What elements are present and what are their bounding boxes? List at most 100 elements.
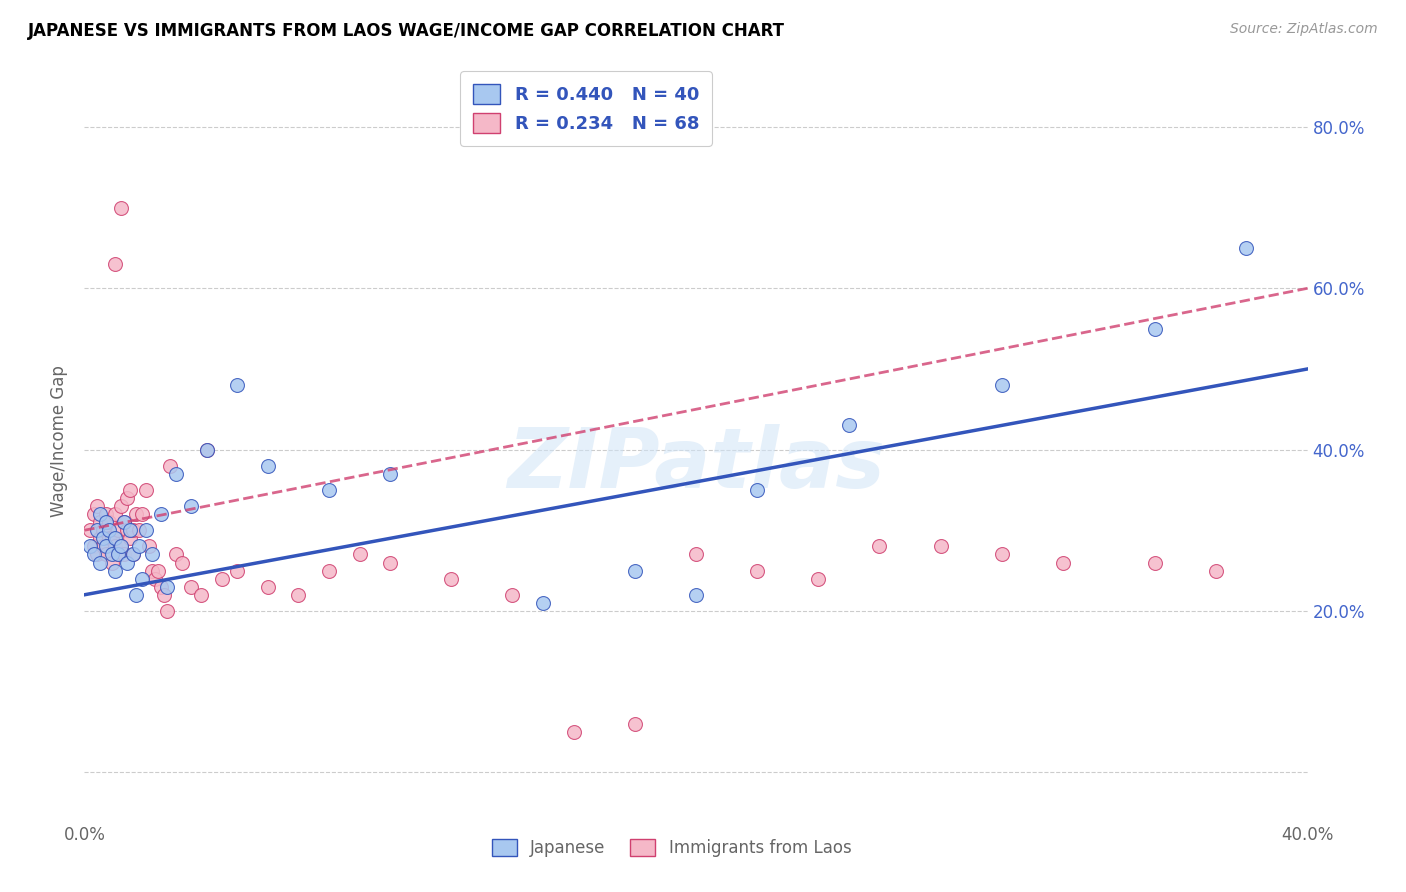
Point xyxy=(1205,564,1227,578)
Point xyxy=(195,442,218,457)
Text: Source: ZipAtlas.com: Source: ZipAtlas.com xyxy=(1230,22,1378,37)
Point xyxy=(125,507,148,521)
Point xyxy=(94,515,117,529)
Text: ZIPatlas: ZIPatlas xyxy=(508,424,884,505)
Point xyxy=(135,523,157,537)
Point xyxy=(143,572,166,586)
Point xyxy=(112,548,135,562)
Point xyxy=(156,580,179,594)
Point xyxy=(165,467,187,481)
Point xyxy=(104,257,127,271)
Point xyxy=(122,548,145,562)
Point xyxy=(110,201,132,215)
Point xyxy=(180,499,202,513)
Point xyxy=(380,467,402,481)
Point xyxy=(869,540,891,554)
Point xyxy=(190,588,212,602)
Point xyxy=(149,580,172,594)
Y-axis label: Wage/Income Gap: Wage/Income Gap xyxy=(51,366,69,517)
Point xyxy=(97,532,120,546)
Point xyxy=(112,515,135,529)
Point xyxy=(107,548,129,562)
Point xyxy=(97,523,120,537)
Point xyxy=(83,507,105,521)
Point xyxy=(838,418,860,433)
Point xyxy=(747,564,769,578)
Point xyxy=(211,572,233,586)
Point xyxy=(135,483,157,497)
Point xyxy=(89,556,111,570)
Point xyxy=(115,523,138,537)
Point xyxy=(91,532,114,546)
Point xyxy=(1143,321,1166,335)
Point xyxy=(112,515,135,529)
Point xyxy=(101,532,124,546)
Point xyxy=(226,564,249,578)
Point xyxy=(120,532,142,546)
Point xyxy=(110,540,132,554)
Legend: Japanese, Immigrants from Laos: Japanese, Immigrants from Laos xyxy=(484,830,859,865)
Point xyxy=(180,580,202,594)
Point xyxy=(257,458,280,473)
Point xyxy=(91,540,114,554)
Point xyxy=(120,483,142,497)
Point xyxy=(149,507,172,521)
Point xyxy=(79,540,101,554)
Point xyxy=(685,588,707,602)
Point xyxy=(624,564,647,578)
Point xyxy=(128,523,150,537)
Point xyxy=(929,540,952,554)
Point xyxy=(1052,556,1074,570)
Point xyxy=(141,564,163,578)
Point xyxy=(94,548,117,562)
Point xyxy=(1236,241,1258,255)
Point xyxy=(440,572,463,586)
Point xyxy=(165,548,187,562)
Point xyxy=(226,378,249,392)
Point xyxy=(83,540,105,554)
Point xyxy=(685,548,707,562)
Point xyxy=(172,556,194,570)
Point xyxy=(110,499,132,513)
Point xyxy=(122,523,145,537)
Point xyxy=(86,523,108,537)
Point xyxy=(991,548,1014,562)
Point xyxy=(747,483,769,497)
Point xyxy=(349,548,371,562)
Point xyxy=(991,378,1014,392)
Point xyxy=(97,515,120,529)
Point xyxy=(94,507,117,521)
Point xyxy=(318,483,340,497)
Point xyxy=(125,588,148,602)
Point xyxy=(1143,556,1166,570)
Point xyxy=(131,572,153,586)
Point xyxy=(86,499,108,513)
Point xyxy=(128,540,150,554)
Point xyxy=(94,540,117,554)
Point xyxy=(107,523,129,537)
Point xyxy=(287,588,309,602)
Point xyxy=(122,548,145,562)
Point xyxy=(101,556,124,570)
Point xyxy=(318,564,340,578)
Point xyxy=(107,548,129,562)
Point xyxy=(104,532,127,546)
Point xyxy=(104,540,127,554)
Point xyxy=(159,458,181,473)
Point xyxy=(120,523,142,537)
Point xyxy=(89,507,111,521)
Point xyxy=(531,596,554,610)
Point xyxy=(110,540,132,554)
Point xyxy=(138,540,160,554)
Text: JAPANESE VS IMMIGRANTS FROM LAOS WAGE/INCOME GAP CORRELATION CHART: JAPANESE VS IMMIGRANTS FROM LAOS WAGE/IN… xyxy=(28,22,785,40)
Point xyxy=(153,588,176,602)
Point xyxy=(141,548,163,562)
Point xyxy=(83,548,105,562)
Point xyxy=(104,564,127,578)
Point xyxy=(156,604,179,618)
Point xyxy=(146,564,169,578)
Point xyxy=(195,442,218,457)
Point xyxy=(562,725,585,739)
Point xyxy=(89,515,111,529)
Point xyxy=(89,532,111,546)
